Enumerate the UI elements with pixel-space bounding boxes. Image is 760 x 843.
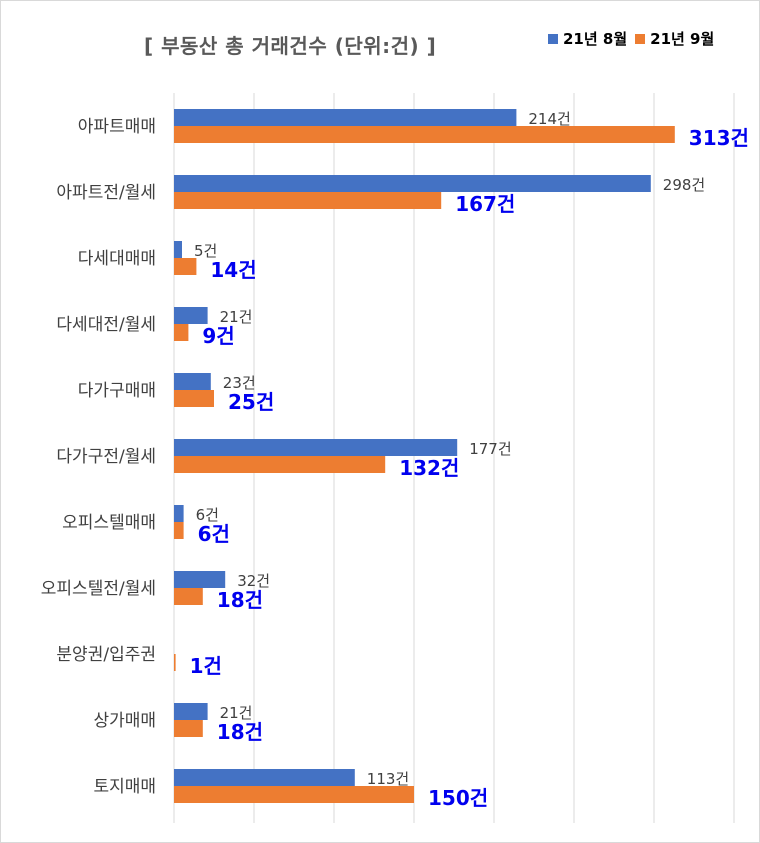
bar-2	[174, 588, 203, 605]
category-label: 분양권/입주권	[56, 645, 156, 665]
bar-1	[174, 175, 651, 192]
data-label-2: 25건	[228, 390, 274, 414]
bar-1	[174, 439, 458, 456]
data-label-1: 177건	[469, 440, 511, 458]
bar-2	[174, 390, 214, 407]
bar-1	[174, 241, 182, 258]
legend-label-series-1: 21년 8월	[563, 30, 628, 48]
data-label-1: 5건	[194, 242, 217, 260]
chart-title: [ 부동산 총 거래건수 (단위:건) ]	[144, 34, 437, 58]
data-label-1: 23건	[223, 374, 256, 392]
bar-2	[174, 522, 184, 539]
category-label: 오피스텔전/월세	[41, 579, 156, 599]
data-label-1: 6건	[196, 506, 219, 524]
category-label: 다세대전/월세	[56, 315, 156, 335]
bar-1	[174, 769, 355, 786]
bar-2	[174, 258, 197, 275]
category-label: 다세대매매	[78, 249, 156, 269]
bar-2	[174, 654, 176, 671]
bar-1	[174, 307, 208, 324]
bar-2	[174, 720, 203, 737]
category-label: 다가구전/월세	[56, 447, 156, 467]
chart-legend: 21년 8월 21년 9월	[548, 28, 714, 49]
data-label-2: 14건	[210, 258, 256, 282]
data-label-2: 150건	[428, 786, 488, 810]
bar-1	[174, 703, 208, 720]
bar-2	[174, 786, 414, 803]
legend-item-series-1: 21년 8월	[548, 28, 627, 49]
category-label: 아파트매매	[78, 117, 156, 137]
bar-1	[174, 109, 517, 126]
bar-2	[174, 324, 189, 341]
data-label-2: 18건	[217, 720, 263, 744]
category-label: 다가구매매	[78, 381, 156, 401]
data-label-1: 32건	[237, 572, 270, 590]
category-label: 토지매매	[93, 777, 156, 797]
category-label: 오피스텔매매	[62, 513, 156, 533]
data-label-1: 21건	[220, 308, 253, 326]
legend-label-series-2: 21년 9월	[650, 30, 715, 48]
data-label-1: 21건	[220, 704, 253, 722]
data-label-2: 167건	[455, 192, 515, 216]
legend-item-series-2: 21년 9월	[635, 28, 714, 49]
bar-1	[174, 505, 184, 522]
category-label: 상가매매	[93, 711, 156, 731]
category-label: 아파트전/월세	[56, 183, 156, 203]
data-label-2: 313건	[689, 126, 749, 150]
data-label-2: 18건	[217, 588, 263, 612]
bar-1	[174, 373, 211, 390]
data-label-2: 9건	[202, 324, 234, 348]
data-label-1: 298건	[663, 176, 705, 194]
data-label-2: 132건	[399, 456, 459, 480]
bar-2	[174, 126, 675, 143]
data-label-1: 113건	[367, 770, 409, 788]
bar-2	[174, 192, 442, 209]
bar-1	[174, 571, 226, 588]
data-label-1: 214건	[528, 110, 570, 128]
legend-swatch-series-2	[635, 33, 646, 44]
data-label-2: 6건	[198, 522, 230, 546]
data-label-2: 1건	[190, 654, 222, 678]
legend-swatch-series-1	[548, 33, 558, 44]
bar-2	[174, 456, 386, 473]
